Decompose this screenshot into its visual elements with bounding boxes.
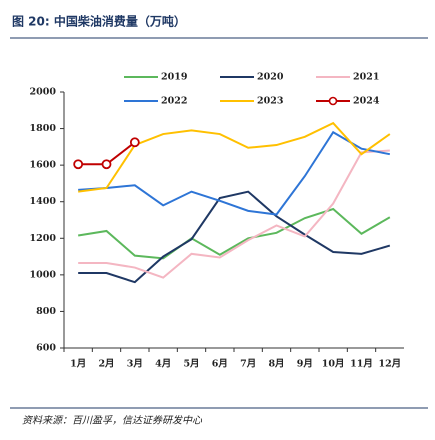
y-tick-label: 1800	[30, 123, 57, 134]
y-tick-label: 1400	[30, 196, 57, 207]
x-tick-label: 4月	[155, 359, 171, 370]
x-tick-label: 5月	[183, 359, 199, 370]
x-tick-label: 2月	[98, 359, 114, 370]
series-line	[78, 130, 391, 216]
y-tick-label: 800	[36, 306, 56, 317]
legend-label: 2023	[257, 96, 283, 107]
x-tick-label: 7月	[240, 359, 256, 370]
series-line	[78, 149, 390, 279]
x-tick-label: 10月	[322, 359, 345, 370]
legend-label: 2024	[353, 96, 380, 107]
y-tick-label: 1200	[30, 233, 57, 244]
series-line	[78, 190, 391, 284]
x-tick-label: 1月	[70, 359, 86, 370]
y-tick-label: 2000	[30, 87, 57, 98]
y-tick-label: 1000	[30, 269, 57, 280]
chart-title: 图 20: 中国柴油消费量（万吨）	[12, 14, 186, 29]
source: 资料来源：百川盈孚，信达证券研发中心	[22, 415, 203, 427]
x-tick-label: 12月	[378, 359, 401, 370]
legend-label: 2021	[353, 72, 379, 83]
legend-label: 2019	[161, 72, 188, 83]
legend-label: 2022	[161, 96, 187, 107]
x-tick-label: 3月	[127, 359, 143, 370]
point	[101, 159, 112, 170]
y-tick-label: 600	[36, 343, 56, 354]
series-line	[78, 121, 391, 193]
x-tick-label: 8月	[268, 359, 284, 370]
point	[73, 159, 84, 170]
x-tick-label: 11月	[350, 359, 373, 370]
point	[129, 137, 140, 148]
legend-marker	[328, 96, 338, 106]
series-line	[78, 207, 391, 260]
legend-label: 2020	[257, 72, 284, 83]
y-tick-label: 1600	[30, 160, 57, 171]
x-tick-label: 6月	[212, 359, 228, 370]
x-tick-label: 9月	[297, 359, 313, 370]
